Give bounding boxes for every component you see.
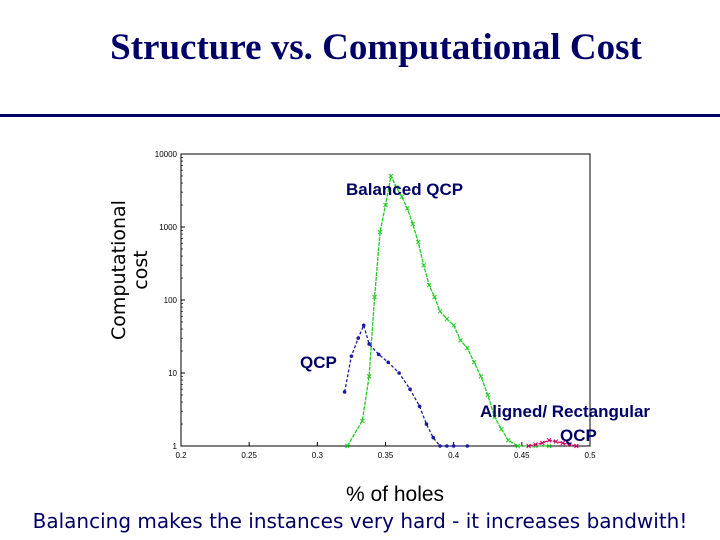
data-point-qcp: [465, 444, 470, 448]
x-axis-label: % of holes: [346, 483, 445, 506]
data-point-balanced: [426, 282, 432, 288]
data-point-balanced: [464, 345, 470, 351]
data-point-balanced: [471, 359, 477, 365]
data-point-balanced: [478, 373, 484, 379]
data-point-balanced: [444, 316, 450, 322]
data-point-qcp: [397, 371, 401, 375]
aligned-qcp-annotation: Aligned/ Rectangular: [480, 402, 651, 421]
data-point-balanced: [515, 443, 521, 449]
data-point-qcp: [361, 323, 366, 328]
data-point-qcp: [445, 444, 449, 448]
slide-title: Structure vs. Computational Cost: [110, 27, 642, 68]
x-tick-label: 0.35: [378, 451, 394, 460]
data-point-balanced: [372, 294, 377, 300]
series-line-aligned: [528, 439, 577, 447]
title-divider: [0, 114, 720, 117]
data-point-qcp: [408, 387, 412, 391]
data-point-balanced: [437, 308, 443, 314]
y-tick-label: 100: [164, 296, 178, 305]
data-point-balanced: [377, 229, 383, 235]
qcp-annotation: QCP: [300, 353, 337, 372]
data-point-balanced: [458, 338, 463, 343]
data-point-balanced: [546, 443, 552, 449]
data-point-qcp: [367, 342, 371, 346]
data-point-aligned: [546, 437, 552, 443]
data-point-balanced: [485, 392, 491, 398]
data-point-qcp: [349, 354, 354, 358]
data-point-qcp: [451, 444, 456, 448]
data-point-balanced: [421, 262, 427, 268]
data-point-balanced: [388, 173, 394, 179]
data-point-qcp: [356, 336, 361, 340]
data-point-aligned: [533, 442, 538, 447]
data-point-balanced: [499, 426, 504, 432]
y-tick-label: 10000: [155, 150, 178, 159]
data-point-balanced: [415, 239, 421, 245]
data-point-aligned: [539, 440, 545, 446]
data-point-aligned: [553, 439, 559, 444]
data-series: [342, 173, 579, 449]
y-tick-label: 1: [173, 442, 178, 451]
data-point-balanced: [359, 418, 365, 424]
data-point-qcp: [431, 435, 436, 440]
data-point-balanced: [366, 373, 372, 379]
data-point-balanced: [399, 194, 405, 200]
aligned-qcp-annotation-line2: QCP: [560, 426, 597, 445]
x-tick-label: 0.3: [312, 451, 324, 460]
data-point-balanced: [492, 414, 497, 420]
series-line-qcp: [343, 323, 468, 447]
y-tick-label: 10: [168, 369, 177, 378]
x-tick-label: 0.25: [241, 451, 257, 460]
x-tick-label: 0.45: [514, 451, 530, 460]
data-point-aligned: [567, 442, 572, 447]
data-point-balanced: [410, 221, 416, 227]
data-point-aligned: [574, 443, 579, 449]
data-point-qcp: [376, 352, 381, 357]
data-point-balanced: [451, 322, 457, 328]
slide-footer: Balancing makes the instances very hard …: [32, 509, 688, 533]
data-point-qcp: [424, 422, 429, 426]
x-tick-label: 0.4: [448, 451, 460, 460]
data-point-qcp: [342, 390, 347, 394]
data-point-qcp: [438, 444, 442, 448]
x-tick-label: 0.5: [584, 451, 596, 460]
data-point-balanced: [404, 206, 410, 211]
data-point-balanced: [344, 443, 350, 449]
data-point-qcp: [386, 360, 391, 365]
data-point-aligned: [526, 443, 532, 449]
data-point-qcp: [417, 404, 422, 409]
data-point-aligned: [560, 440, 566, 446]
data-point-balanced: [432, 294, 437, 300]
y-tick-label: 1000: [159, 223, 177, 232]
data-point-balanced: [383, 202, 388, 208]
data-point-balanced: [394, 184, 399, 190]
axis-ticks: 0.2 0.25 0.3 0.35 0.4 0.45 0.5 1 10 100 1000 10000: [155, 150, 596, 460]
data-point-balanced: [505, 437, 511, 443]
x-tick-label: 0.2: [175, 451, 187, 460]
balanced-qcp-annotation: Balanced QCP: [346, 180, 464, 199]
